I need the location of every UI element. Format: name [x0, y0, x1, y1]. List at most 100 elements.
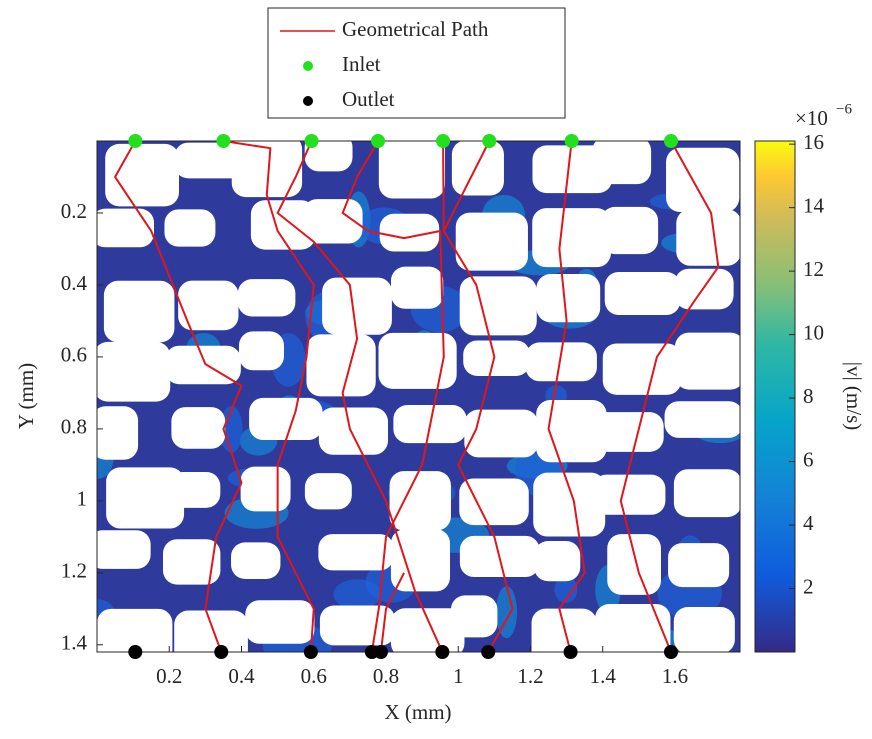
plot-frame: [96, 140, 741, 653]
point: [214, 645, 229, 659]
colorbar-label: |v| (m/s): [842, 362, 866, 431]
grain: [525, 342, 597, 382]
grain: [592, 474, 666, 515]
grain: [463, 340, 531, 376]
grain: [390, 608, 465, 652]
grain: [103, 280, 175, 343]
grain: [174, 610, 248, 652]
grain: [240, 466, 291, 512]
grain: [97, 208, 155, 248]
legend-label: Geometrical Path: [342, 17, 489, 41]
x-tick-label: 1.4: [590, 664, 617, 688]
grain: [455, 212, 528, 271]
colorbar-tick-label: 14: [803, 193, 825, 217]
grain: [673, 469, 740, 518]
grain: [318, 407, 389, 455]
grain: [379, 213, 440, 252]
grain: [178, 280, 239, 331]
grain: [464, 409, 539, 458]
grain: [450, 595, 498, 638]
grain: [304, 473, 352, 510]
grain: [378, 141, 446, 199]
grain: [459, 276, 537, 336]
grain: [389, 471, 451, 531]
grain: [171, 407, 226, 449]
x-tick-label: 0.2: [156, 664, 182, 688]
colorbar-tick-label: 2: [803, 574, 814, 598]
grain: [164, 209, 216, 247]
y-tick-label: 0.6: [61, 343, 87, 367]
grain: [231, 542, 281, 579]
grain: [592, 141, 652, 185]
grain: [245, 600, 315, 644]
colorbar: [754, 140, 796, 653]
point: [128, 134, 143, 148]
y-tick-label: 1.2: [61, 559, 87, 583]
grain: [595, 604, 671, 652]
grain: [97, 406, 139, 460]
grain: [668, 543, 730, 588]
grain: [459, 478, 529, 526]
grain: [673, 607, 735, 652]
point: [481, 645, 496, 659]
grain: [674, 332, 740, 390]
legend-swatch: [303, 96, 313, 106]
grain: [664, 401, 740, 438]
point: [373, 645, 388, 659]
grain: [674, 268, 734, 310]
grain: [600, 206, 659, 255]
point: [563, 645, 578, 659]
grain: [676, 209, 740, 266]
point: [216, 134, 231, 148]
grain: [319, 605, 396, 646]
point: [128, 645, 143, 659]
grain: [604, 271, 681, 316]
grain: [231, 141, 303, 198]
point: [435, 645, 450, 659]
grain: [533, 472, 606, 537]
y-tick-label: 1.4: [61, 631, 88, 655]
point: [304, 134, 319, 148]
colorbar-multiplier: ×10: [795, 106, 828, 130]
point: [371, 134, 386, 148]
flow-patch: [496, 586, 518, 639]
point: [564, 134, 579, 148]
legend-label: Inlet: [342, 52, 381, 76]
grain: [532, 208, 611, 268]
colorbar-tick-label: 16: [803, 130, 824, 154]
point: [664, 645, 679, 659]
grain: [607, 534, 661, 595]
point: [436, 134, 451, 148]
grain: [106, 467, 185, 529]
grain: [97, 341, 171, 402]
grain: [602, 343, 682, 395]
colorbar-tick-label: 8: [803, 384, 814, 408]
velocity-field: [97, 141, 740, 652]
legend-label: Outlet: [342, 87, 395, 111]
flow-patch: [220, 406, 243, 453]
flow-patch: [333, 579, 382, 610]
grain: [250, 200, 316, 250]
colorbar-tick-label: 6: [803, 447, 814, 471]
x-tick-label: 1.2: [517, 664, 543, 688]
colorbar-exponent: −6: [836, 101, 852, 117]
y-tick-label: 0.2: [61, 199, 87, 223]
x-tick-label: 0.6: [301, 664, 327, 688]
point: [664, 134, 679, 148]
y-tick-label: 0.8: [61, 415, 87, 439]
x-tick-label: 0.8: [373, 664, 399, 688]
legend-swatch: [303, 61, 313, 71]
grain: [531, 608, 597, 652]
grain: [536, 274, 601, 323]
colorbar-tick-label: 10: [803, 320, 824, 344]
x-axis-label: X (mm): [384, 700, 451, 724]
grain: [322, 277, 392, 335]
legend: [267, 7, 566, 119]
grain: [534, 541, 581, 582]
grain: [304, 141, 353, 172]
grain: [390, 529, 451, 592]
grain: [237, 279, 296, 317]
colorbar-tick-label: 12: [803, 257, 824, 281]
grain: [306, 334, 376, 397]
